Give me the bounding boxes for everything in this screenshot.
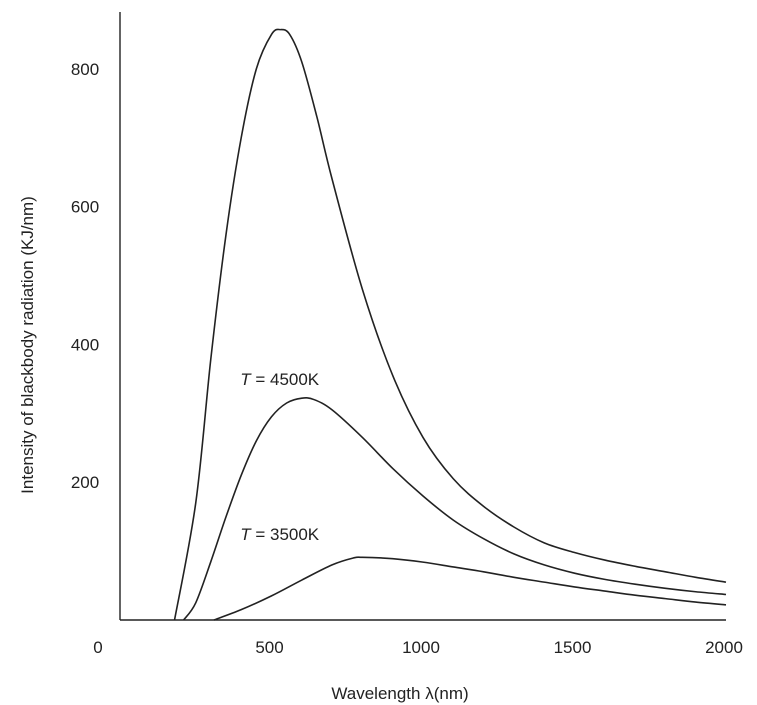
y-tick-label: 800 [71,60,99,79]
x-axis-label: Wavelength λ(nm) [331,684,468,703]
x-tick-label: 2000 [705,638,743,657]
x-tick-label: 1000 [402,638,440,657]
curve-label-2: T = 3500K [240,525,320,544]
curve-line-2 [213,556,727,621]
curve-line-0 [173,28,727,621]
curve-label-1: T = 4500K [240,370,320,389]
curve-line-1 [182,397,727,621]
x-tick-labels: 500 1000 1500 2000 [255,638,743,657]
y-tick-labels: 200 400 600 800 [71,60,99,492]
x-tick-label: 1500 [554,638,592,657]
y-tick-label: 600 [71,198,99,217]
curves-group [173,28,727,621]
x-tick-label: 500 [255,638,283,657]
origin-label: 0 [93,638,102,657]
y-tick-label: 200 [71,473,99,492]
y-tick-label: 400 [71,335,99,354]
y-axis-label: Intensity of blackbody radiation (KJ/nm) [18,196,37,494]
